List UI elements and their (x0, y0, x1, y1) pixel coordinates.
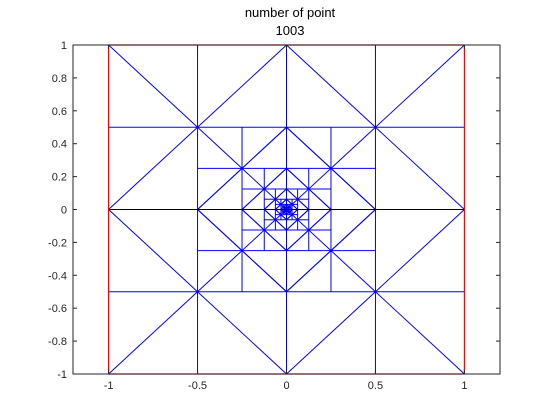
mesh-layer (108, 44, 465, 375)
mesh-edge (286, 126, 332, 169)
mesh-edge (263, 168, 287, 190)
mesh-edge (286, 229, 310, 251)
title-line-2: 1003 (276, 23, 305, 38)
mesh-edge (286, 214, 293, 221)
y-tick-label: 0.2 (52, 172, 67, 184)
mesh-edge (308, 168, 332, 190)
mesh-edge (108, 44, 198, 128)
mesh-edge (275, 219, 287, 231)
x-tick-label: -1 (104, 380, 114, 392)
mesh-edge (197, 209, 243, 251)
y-tick-label: 0 (61, 205, 67, 217)
mesh-edge (286, 188, 298, 200)
mesh-edge (297, 198, 310, 210)
mesh-edge (291, 198, 298, 205)
mesh-edge (263, 188, 276, 200)
y-tick-label: -1 (57, 369, 67, 381)
mesh-edge (308, 229, 332, 251)
mesh-edge (375, 126, 465, 210)
mesh-edge (280, 214, 287, 221)
x-tick-label: 0 (283, 380, 289, 392)
mesh-edge (283, 203, 287, 208)
mesh-edge (286, 250, 332, 293)
mesh-edge (286, 168, 310, 190)
mesh-edge (286, 198, 293, 205)
mesh-edge (263, 198, 276, 210)
x-tick-label: 1 (461, 380, 467, 392)
mesh-edge (297, 219, 310, 231)
y-tick-label: -0.6 (48, 303, 67, 315)
mesh-edge (286, 203, 290, 208)
y-tick-label: 0.8 (52, 73, 67, 85)
title-line-1: number of point (245, 5, 336, 20)
mesh-edge (375, 209, 465, 293)
mesh-edge (280, 211, 285, 216)
y-tick-label: -0.8 (48, 336, 67, 348)
mesh-edge (286, 44, 376, 128)
mesh-edge (286, 291, 376, 375)
mesh-edge (291, 203, 298, 210)
mesh-edge (275, 209, 282, 216)
mesh-edge (275, 188, 287, 200)
mesh-edge (263, 219, 276, 231)
x-tick-label: -0.5 (188, 380, 207, 392)
mesh-edge (275, 203, 282, 210)
mesh-edge (375, 291, 465, 375)
mesh-edge (308, 188, 332, 210)
mesh-edge (241, 188, 265, 210)
mesh-edge (197, 250, 243, 293)
mesh-edge (330, 209, 376, 251)
mesh-edge (283, 211, 287, 216)
y-tick-label: -0.2 (48, 237, 67, 249)
mesh-edge (330, 126, 376, 169)
mesh-edge (375, 44, 465, 128)
mesh-edge (286, 211, 290, 216)
mesh-edge (330, 250, 376, 293)
y-tick-label: 1 (61, 40, 67, 52)
x-axis: -1 -0.5 0 0.5 1 (104, 45, 467, 392)
mesh-edge (108, 209, 198, 293)
mesh-edge (330, 168, 376, 210)
y-tick-label: 0.6 (52, 106, 67, 118)
mesh-edge (280, 198, 287, 205)
mesh-edge (197, 126, 243, 169)
mesh-edge (297, 188, 310, 200)
mesh-edge (197, 168, 243, 210)
mesh-edge (291, 214, 298, 221)
y-tick-label: -0.4 (48, 270, 67, 282)
mesh-edge (108, 291, 198, 375)
mesh-edge (241, 126, 287, 169)
mesh-edge (263, 229, 287, 251)
mesh-edge (291, 209, 298, 216)
mesh-edge (241, 209, 265, 231)
mesh-edge (241, 250, 287, 293)
mesh-edge (197, 44, 287, 128)
mesh-edge (288, 211, 293, 216)
y-tick-label: 0.4 (52, 139, 67, 151)
mesh-edge (275, 198, 282, 205)
mesh-edge (275, 214, 282, 221)
mesh-edge (286, 219, 298, 231)
mesh-edge (197, 291, 287, 375)
mesh-edge (288, 203, 293, 208)
mesh-edge (308, 209, 332, 231)
y-axis: -1 -0.8 -0.6 -0.4 -0.2 0 0.2 0.4 0.6 0.8 1 (48, 40, 500, 381)
mesh-edge (241, 168, 265, 190)
mesh-edge (280, 203, 285, 208)
x-tick-label: 0.5 (368, 380, 383, 392)
mesh-edge (241, 229, 265, 251)
mesh-edge (108, 126, 198, 210)
mesh-edge (297, 209, 310, 221)
mesh-edge (263, 209, 276, 221)
